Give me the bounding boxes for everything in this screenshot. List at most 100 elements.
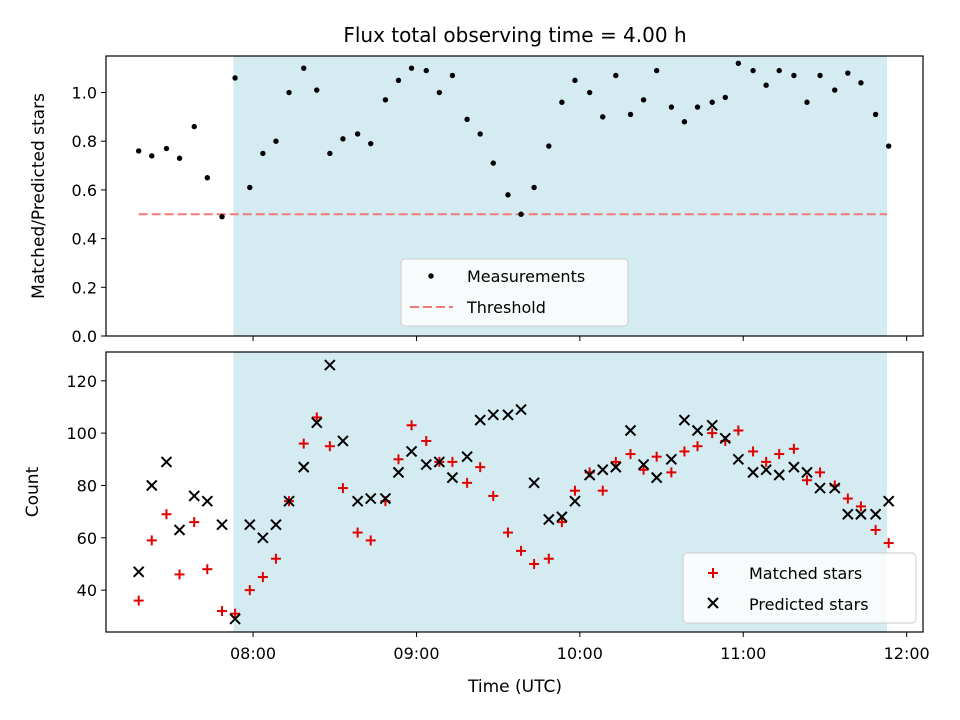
measurement-point — [709, 99, 715, 105]
measurement-point — [149, 153, 155, 159]
matched-star-point — [625, 449, 636, 460]
predicted-star-point — [788, 461, 800, 473]
measurement-point — [135, 148, 142, 154]
predicted-star-point — [691, 424, 704, 437]
predicted-star-point — [283, 495, 295, 507]
measurement-point — [722, 94, 728, 101]
matched-star-point — [870, 524, 881, 535]
x-tick-label: 12:00 — [884, 644, 930, 663]
matched-star-point — [161, 509, 172, 520]
predicted-star-point — [188, 490, 200, 502]
matched-star-point — [365, 535, 376, 546]
matched-star-point — [733, 425, 744, 436]
measurement-point — [423, 67, 429, 74]
measurement-point — [395, 77, 402, 84]
matched-star-point — [666, 467, 677, 478]
predicted-star-point — [569, 495, 581, 507]
matched-star-point — [406, 420, 417, 431]
predicted-star-point — [201, 495, 214, 507]
y-tick-label: 60 — [77, 529, 97, 548]
predicted-star-point — [665, 453, 678, 465]
matched-star-point — [311, 412, 322, 423]
measurement-point — [247, 184, 253, 191]
measurement-point — [354, 131, 361, 137]
measurement-point — [694, 104, 701, 110]
predicted-star-point — [405, 445, 418, 458]
measurement-point — [763, 82, 769, 88]
measurement-point — [546, 143, 552, 149]
predicted-star-point — [515, 403, 527, 416]
y-tick-label: 0.0 — [72, 327, 97, 346]
predicted-star-point — [801, 466, 813, 479]
matched-star-point — [707, 428, 718, 439]
predicted-star-point — [311, 416, 323, 429]
legend-marker-matched — [708, 568, 718, 578]
y-tick-label: 1.0 — [72, 84, 97, 103]
measurement-point — [640, 97, 647, 103]
x-tick-label: 10:00 — [557, 644, 603, 663]
matched-star-point — [270, 553, 281, 564]
measurement-point — [858, 80, 864, 86]
measurement-point — [559, 99, 565, 105]
measurement-point — [505, 192, 511, 198]
predicted-star-point — [747, 466, 759, 479]
matched-star-point — [556, 517, 567, 528]
measurement-point — [436, 89, 443, 96]
measurement-point — [490, 160, 496, 166]
predicted-star-point — [474, 414, 486, 426]
predicted-star-point — [678, 414, 691, 426]
matched-star-point — [502, 527, 513, 538]
measurement-point — [804, 99, 810, 105]
measurement-point — [368, 140, 374, 147]
matched-star-point — [244, 585, 255, 596]
predicted-star-point — [351, 495, 364, 507]
predicted-star-point — [420, 458, 432, 471]
matched-star-point — [597, 485, 608, 496]
predicted-star-point — [146, 479, 158, 492]
legend-box — [400, 258, 629, 327]
measurement-point — [301, 65, 307, 71]
measurement-point — [885, 143, 892, 149]
predicted-star-point — [650, 471, 663, 484]
legend-marker-predicted — [707, 597, 719, 609]
predicted-star-point — [719, 432, 731, 445]
predicted-star-point — [773, 469, 785, 481]
predicted-star-point — [379, 492, 392, 505]
measurement-point — [163, 145, 170, 152]
predicted-star-point — [298, 461, 310, 473]
measurement-point — [872, 111, 879, 118]
predicted-star-point — [446, 471, 459, 484]
y-tick-label: 80 — [77, 476, 97, 495]
matched-star-point — [569, 485, 580, 496]
y-tick-label: 0.4 — [72, 230, 97, 249]
measurement-point — [613, 72, 619, 79]
matched-star-point — [475, 462, 486, 473]
predicted-star-point — [624, 424, 637, 437]
legend-label-threshold: Threshold — [466, 298, 546, 317]
predicted-star-point — [324, 359, 336, 371]
chart-title: Flux total observing time = 4.00 h — [343, 23, 686, 47]
matched-star-point — [202, 564, 213, 575]
predicted-star-point — [842, 508, 854, 520]
matched-star-point — [692, 441, 703, 452]
measurement-point — [750, 67, 756, 74]
matched-star-point — [638, 464, 649, 475]
matched-star-point — [421, 435, 432, 446]
predicted-star-point — [760, 464, 772, 476]
predicted-star-point — [543, 513, 555, 526]
measurement-point — [219, 213, 225, 220]
legend-box — [682, 552, 917, 624]
axes-frame — [105, 55, 924, 337]
measurement-point — [204, 175, 211, 181]
measurement-point — [176, 155, 183, 161]
predicted-star-point — [869, 508, 882, 520]
measurement-point — [260, 150, 266, 157]
matched-star-point — [679, 446, 690, 457]
predicted-star-point — [132, 566, 145, 578]
measurement-point — [408, 65, 415, 71]
matched-star-point — [543, 553, 554, 564]
matched-star-point — [610, 456, 621, 467]
matched-star-point — [488, 490, 499, 501]
legend-marker-measurements — [428, 273, 434, 279]
measurement-point — [340, 136, 346, 142]
